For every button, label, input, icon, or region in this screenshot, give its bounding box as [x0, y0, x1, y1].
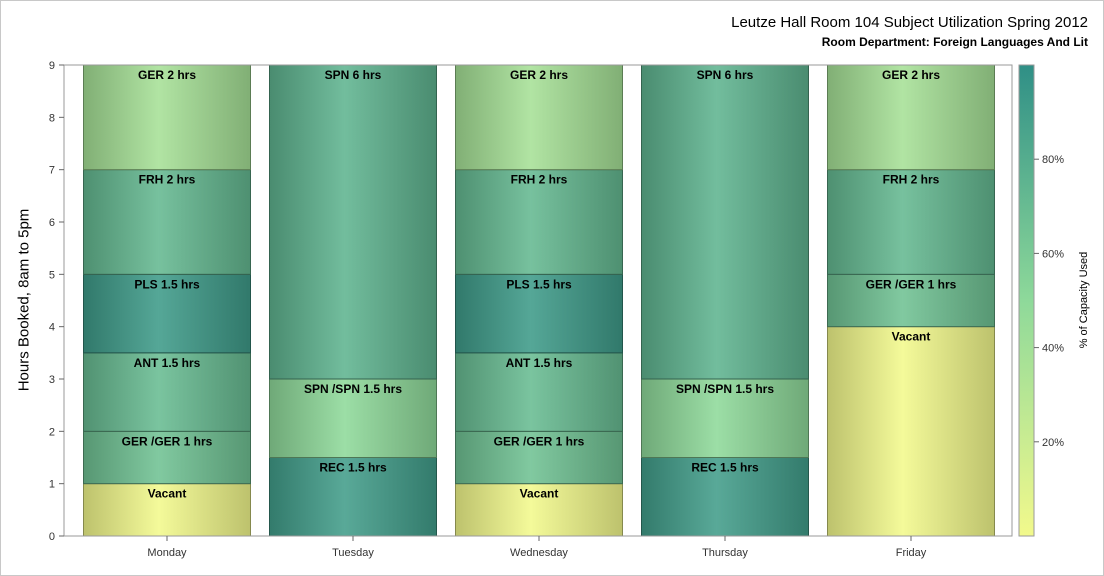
- bar-segment-label: GER /GER 1 hrs: [866, 277, 957, 291]
- bar-segment: [269, 378, 437, 458]
- bar-segment-label: Vacant: [520, 487, 559, 501]
- bars-layer: Vacant GER /GER 1 hrs ANT 1.5 hrs PLS 1.5 h…: [83, 64, 995, 537]
- plot-area-frame: [63, 64, 1013, 537]
- bar-segment: [827, 64, 995, 171]
- y-tick-label: 6: [49, 217, 55, 229]
- chart-subtitle: Room Department: Foreign Languages And L…: [821, 35, 1088, 49]
- bar-segment-label: GER /GER 1 hrs: [494, 434, 585, 448]
- y-tick-label: 7: [49, 165, 55, 177]
- bar-segment-label: ANT 1.5 hrs: [134, 356, 201, 370]
- y-tick-label: 9: [49, 60, 55, 72]
- y-tick-label: 3: [49, 374, 55, 386]
- bar-segment: [455, 169, 623, 275]
- colorbar-tick-label: 80%: [1042, 154, 1064, 166]
- bar-segment-label: SPN /SPN 1.5 hrs: [676, 382, 774, 396]
- x-tick-label: Monday: [147, 547, 187, 559]
- bar-segment-label: SPN /SPN 1.5 hrs: [304, 382, 402, 396]
- y-tick-label: 4: [49, 322, 55, 334]
- bar-segment-label: FRH 2 hrs: [139, 173, 196, 187]
- bar-segment: [83, 483, 251, 537]
- x-tick-label: Tuesday: [332, 547, 374, 559]
- colorbar-tick-label: 40%: [1042, 343, 1064, 355]
- chart-title: Leutze Hall Room 104 Subject Utilization…: [731, 14, 1088, 31]
- bar-segment: [827, 326, 995, 537]
- bar-segment-label: GER 2 hrs: [882, 68, 940, 82]
- bar-segment: [455, 483, 623, 537]
- bar-segment-label: REC 1.5 hrs: [691, 461, 759, 475]
- colorbar-tick-label: 60%: [1042, 248, 1064, 260]
- bar-segment-label: SPN 6 hrs: [325, 68, 382, 82]
- bar-segment: [641, 378, 809, 458]
- bar-segment: [455, 352, 623, 432]
- bar-segment: [269, 64, 437, 380]
- y-tick-label: 5: [49, 269, 55, 281]
- bar-segment: [455, 64, 623, 171]
- bar-segment-label: PLS 1.5 hrs: [506, 277, 572, 291]
- colorbar-layer: 20% 40% 60% 80%: [1018, 64, 1064, 537]
- x-tick-label: Friday: [896, 547, 927, 559]
- y-tick-label: 1: [49, 479, 55, 491]
- bar-segment-label: FRH 2 hrs: [883, 173, 940, 187]
- bar-segment-label: GER 2 hrs: [138, 68, 196, 82]
- bar-segment: [83, 64, 251, 171]
- bar-segment-label: REC 1.5 hrs: [319, 461, 387, 475]
- bar-segment-label: Vacant: [148, 487, 187, 501]
- bar-segment: [641, 457, 809, 537]
- bar-segment: [83, 352, 251, 432]
- bar-segment: [83, 430, 251, 485]
- bar-segment: [641, 64, 809, 380]
- y-tick-label: 2: [49, 426, 55, 438]
- x-tick-label: Wednesday: [510, 547, 568, 559]
- y-tick-label: 8: [49, 112, 55, 124]
- bar-segment-label: ANT 1.5 hrs: [506, 356, 573, 370]
- bar-segment-label: SPN 6 hrs: [697, 68, 754, 82]
- bar-segment-label: Vacant: [892, 330, 931, 344]
- y-tick-label: 0: [49, 531, 55, 543]
- colorbar-tick-label: 20%: [1042, 437, 1064, 449]
- axes-layer: 0 1 2 3 4 5 6 7 8 9 Monday Tuesday Wednesday Thursday…: [49, 60, 1013, 559]
- bar-segment: [827, 273, 995, 328]
- bar-segment-label: PLS 1.5 hrs: [134, 277, 200, 291]
- x-tick-label: Thursday: [702, 547, 748, 559]
- bar-segment-label: FRH 2 hrs: [511, 173, 568, 187]
- colorbar: [1018, 64, 1035, 537]
- bar-segment-label: GER /GER 1 hrs: [122, 434, 213, 448]
- bar-segment-label: GER 2 hrs: [510, 68, 568, 82]
- bar-segment: [455, 273, 623, 354]
- bar-segment: [827, 169, 995, 275]
